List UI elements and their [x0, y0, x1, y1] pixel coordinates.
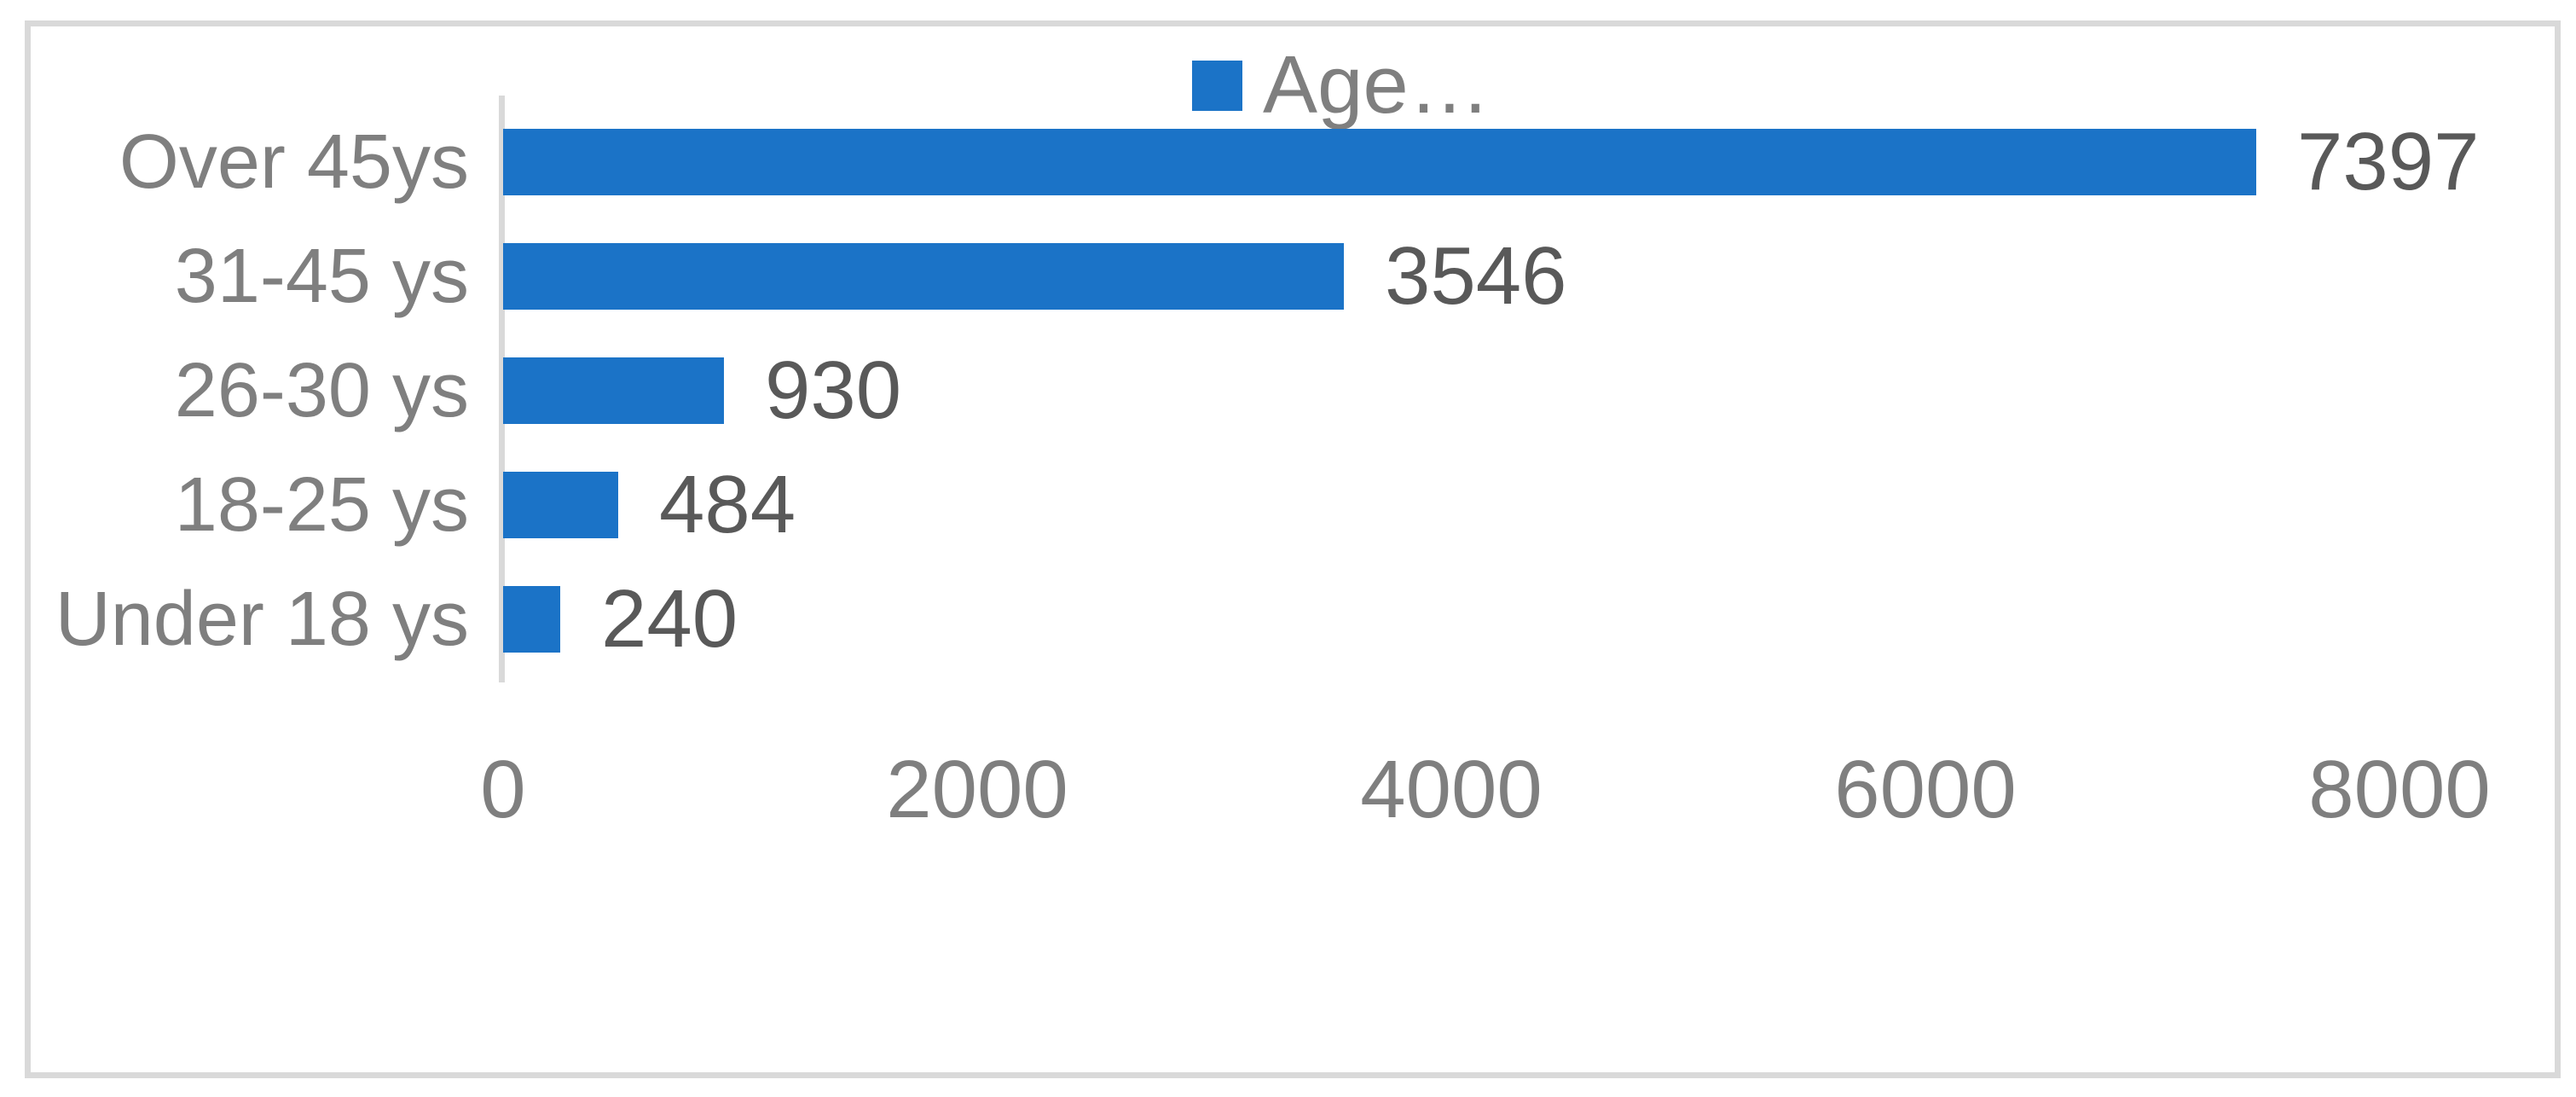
category-label: Under 18 ys [55, 576, 469, 662]
legend-swatch-icon [1192, 60, 1242, 111]
bar [503, 357, 724, 424]
x-axis-tick-label: 8000 [2308, 744, 2491, 835]
category-label: 26-30 ys [174, 347, 469, 433]
chart-frame [25, 20, 2561, 1078]
bar [503, 586, 560, 653]
bar [503, 129, 2256, 195]
x-axis-tick-label: 6000 [1834, 744, 2017, 835]
bar [503, 472, 618, 538]
category-label: 18-25 ys [174, 461, 469, 548]
category-label: 31-45 ys [174, 233, 469, 319]
data-label: 3546 [1385, 230, 1567, 322]
x-axis-tick-label: 4000 [1360, 744, 1543, 835]
x-axis-tick-label: 0 [480, 744, 526, 835]
x-axis-tick-label: 2000 [886, 744, 1068, 835]
category-label: Over 45ys [119, 119, 469, 205]
data-label: 484 [659, 459, 796, 550]
data-label: 240 [601, 573, 738, 665]
bar [503, 243, 1344, 310]
chart-legend: Age… [1192, 43, 1491, 128]
data-label: 7397 [2297, 116, 2480, 207]
legend-label: Age… [1263, 39, 1491, 131]
y-axis-line [499, 96, 505, 682]
data-label: 930 [765, 345, 902, 436]
